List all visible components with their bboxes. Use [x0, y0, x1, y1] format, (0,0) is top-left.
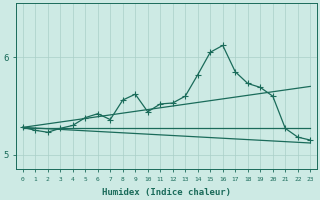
X-axis label: Humidex (Indice chaleur): Humidex (Indice chaleur) [102, 188, 231, 197]
